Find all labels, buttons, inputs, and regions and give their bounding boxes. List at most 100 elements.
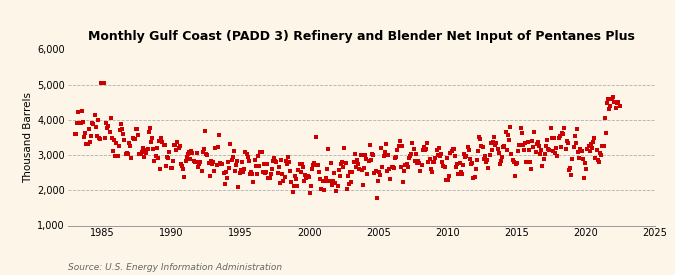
Point xyxy=(182,155,192,160)
Point xyxy=(267,167,277,171)
Point xyxy=(614,104,625,108)
Point xyxy=(381,142,392,146)
Point xyxy=(141,151,152,155)
Point xyxy=(238,170,248,175)
Point xyxy=(148,147,159,151)
Point xyxy=(242,155,253,160)
Point xyxy=(190,160,201,164)
Point xyxy=(309,161,320,165)
Point xyxy=(105,116,116,120)
Point xyxy=(604,107,615,111)
Point xyxy=(484,153,495,157)
Point xyxy=(352,158,362,163)
Point xyxy=(262,162,273,166)
Point xyxy=(133,132,144,137)
Point xyxy=(541,144,551,149)
Point xyxy=(577,157,588,161)
Point xyxy=(417,148,428,153)
Point xyxy=(280,159,291,163)
Point xyxy=(502,148,512,152)
Point xyxy=(504,138,514,142)
Point xyxy=(303,175,314,179)
Point xyxy=(425,167,436,171)
Point xyxy=(508,160,519,164)
Point xyxy=(316,187,327,191)
Point xyxy=(154,139,165,143)
Point xyxy=(483,166,493,170)
Point xyxy=(327,179,338,183)
Point xyxy=(81,141,92,146)
Point xyxy=(92,117,103,122)
Point xyxy=(313,163,323,168)
Point xyxy=(110,154,121,158)
Point xyxy=(491,141,502,145)
Point xyxy=(394,139,405,144)
Point xyxy=(260,170,271,175)
Point xyxy=(510,162,521,166)
Point xyxy=(344,182,354,186)
Point xyxy=(202,153,213,157)
Point xyxy=(120,152,131,157)
Point xyxy=(415,169,426,174)
Point xyxy=(275,158,286,162)
Point xyxy=(481,160,491,164)
Point xyxy=(456,172,467,176)
Point xyxy=(562,139,572,143)
Point xyxy=(464,157,475,162)
Point xyxy=(409,159,420,164)
Point xyxy=(167,159,178,163)
Point xyxy=(216,162,227,166)
Point xyxy=(140,148,151,153)
Point xyxy=(520,141,531,145)
Point xyxy=(564,168,574,172)
Point xyxy=(386,165,397,170)
Point xyxy=(76,120,86,125)
Point xyxy=(288,184,299,188)
Point xyxy=(278,178,289,183)
Point xyxy=(472,148,483,153)
Point xyxy=(306,183,317,188)
Point xyxy=(608,95,618,99)
Point xyxy=(79,134,90,139)
Point xyxy=(109,138,119,142)
Point xyxy=(233,185,244,189)
Point xyxy=(432,153,443,158)
Point xyxy=(288,189,298,194)
Point xyxy=(431,147,442,152)
Point xyxy=(345,170,356,174)
Point xyxy=(72,121,83,125)
Point xyxy=(539,152,550,156)
Point xyxy=(74,120,85,125)
Point xyxy=(528,145,539,149)
Point xyxy=(583,144,594,148)
Point xyxy=(537,164,548,168)
Point xyxy=(111,141,122,145)
Point xyxy=(207,162,217,167)
Point xyxy=(389,156,400,160)
Point xyxy=(332,183,343,188)
Point xyxy=(549,136,560,140)
Point xyxy=(547,148,558,153)
Point xyxy=(84,126,95,131)
Point xyxy=(219,182,230,186)
Point xyxy=(603,97,614,101)
Point xyxy=(475,137,486,141)
Point xyxy=(272,171,283,175)
Point xyxy=(302,174,313,178)
Point xyxy=(264,176,275,180)
Point xyxy=(369,171,380,176)
Point xyxy=(244,172,255,177)
Point xyxy=(538,156,549,161)
Point xyxy=(271,159,282,164)
Point xyxy=(512,161,522,165)
Point xyxy=(397,144,408,148)
Point xyxy=(421,147,431,151)
Point xyxy=(443,177,454,182)
Point xyxy=(526,139,537,143)
Point xyxy=(304,191,315,196)
Point xyxy=(156,136,167,140)
Point xyxy=(598,144,609,148)
Point xyxy=(568,145,579,149)
Point xyxy=(393,144,404,148)
Point xyxy=(284,160,294,164)
